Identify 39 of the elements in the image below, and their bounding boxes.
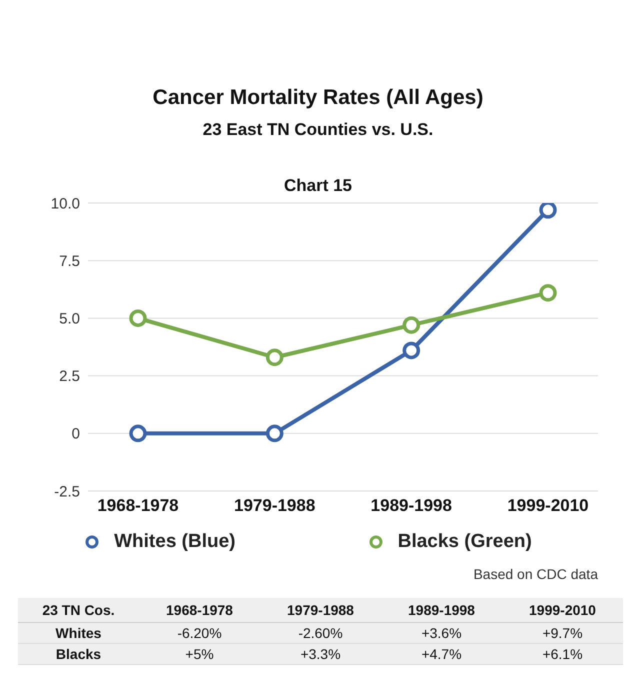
x-tick-label: 1999-2010: [507, 496, 589, 516]
point: [129, 424, 147, 442]
y-tick-label: 7.5: [59, 252, 80, 270]
point: [402, 316, 420, 334]
text: +5%: [184, 646, 215, 662]
point: [129, 309, 147, 327]
point: [266, 348, 284, 366]
category-label: 1999-2010: [529, 602, 596, 618]
point: [266, 424, 284, 442]
text: 23 TN Cos.: [41, 602, 116, 618]
caption: Chart 15: [282, 176, 354, 196]
text: +3.3%: [299, 646, 342, 662]
category-label: 1979-1988: [287, 602, 354, 618]
point: [539, 203, 557, 219]
x-tick-label: 1968-1978: [97, 496, 179, 516]
text: +9.7%: [541, 625, 584, 641]
point: [539, 284, 557, 302]
text: Blacks: [54, 646, 102, 662]
text: +6.1%: [541, 646, 584, 662]
y-tick-label: 2.5: [59, 368, 80, 386]
y-tick-label: -2.5: [54, 483, 80, 500]
x-tick-label: 1979-1988: [234, 496, 316, 516]
category-label: 1989-1998: [408, 602, 475, 618]
text: -2.60%: [297, 625, 344, 641]
text: -6.20%: [176, 625, 223, 641]
y-tick-label: 0: [72, 426, 80, 443]
text: Based on CDC data: [473, 566, 598, 582]
chart-title: Cancer Mortality Rates (All Ages): [152, 86, 484, 110]
category-label: 1968-1978: [166, 602, 233, 618]
y-tick-label: 5.0: [59, 310, 80, 328]
y-tick-label: 10.0: [50, 195, 80, 212]
text: Whites: [54, 625, 102, 641]
text: +3.6%: [420, 625, 463, 641]
legend-label: Whites (Blue): [114, 531, 236, 553]
point: [402, 342, 420, 360]
legend-label: Blacks (Green): [398, 531, 532, 553]
x-tick-label: 1989-1998: [370, 496, 452, 516]
text: +4.7%: [420, 646, 463, 662]
chart-subtitle: 23 East TN Counties vs. U.S.: [202, 120, 434, 140]
